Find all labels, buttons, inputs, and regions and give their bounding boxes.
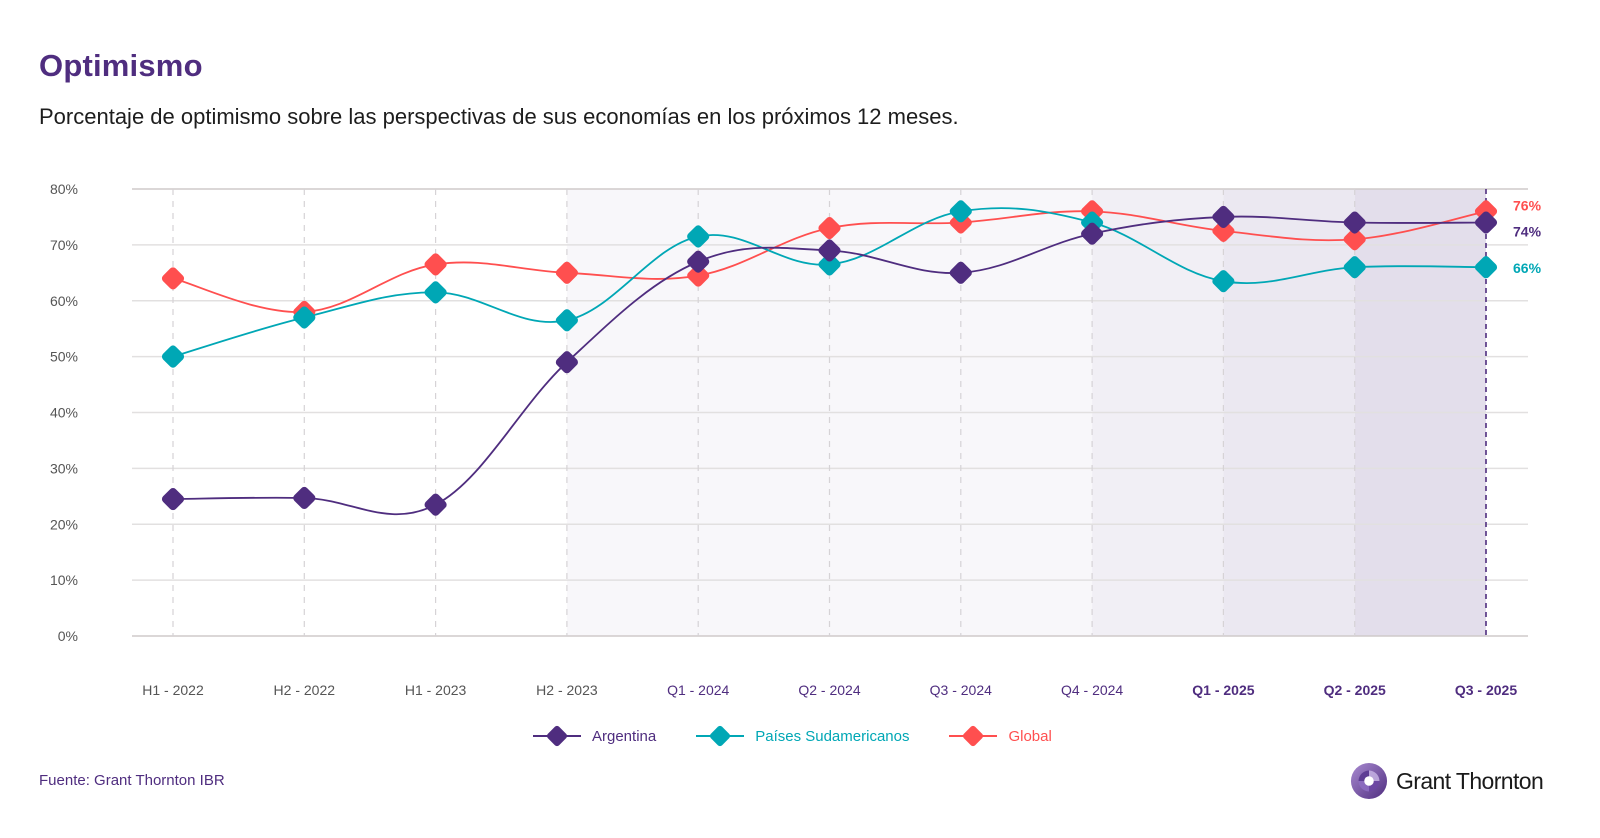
x-tick-label: H1 - 2023 [405, 682, 467, 698]
chart-subtitle: Porcentaje de optimismo sobre las perspe… [39, 104, 959, 129]
legend-swatch-paises [696, 724, 745, 748]
end-value-label: 76% [1513, 197, 1542, 213]
data-point [161, 267, 185, 290]
grant-thornton-logo: Grant Thornton [1350, 762, 1544, 800]
x-tick-label: H2 - 2022 [274, 682, 336, 698]
x-tick-label: Q2 - 2025 [1324, 682, 1386, 698]
series-markers [161, 200, 1498, 516]
chart-title: Optimismo [39, 48, 203, 83]
end-value-label: 74% [1513, 224, 1542, 240]
data-point [818, 217, 841, 240]
x-tick-label: Q2 - 2024 [798, 682, 860, 698]
legend-label: Argentina [592, 727, 657, 745]
x-tick-label: Q1 - 2025 [1192, 682, 1254, 698]
data-point [161, 488, 185, 511]
legend-label: Países Sudamericanos [755, 727, 910, 745]
x-tick-label: Q4 - 2024 [1061, 682, 1123, 698]
y-tick-label: 20% [50, 516, 78, 532]
source-note: Fuente: Grant Thornton IBR [39, 772, 225, 789]
y-tick-label: 40% [50, 405, 78, 421]
y-axis: 0% 10% 20% 30% 40% 50% 60% 70% 80% [50, 181, 78, 644]
data-point [1081, 222, 1104, 245]
data-point [1212, 205, 1235, 229]
x-tick-label: Q3 - 2025 [1455, 682, 1517, 698]
data-point [1474, 211, 1498, 234]
data-point [1212, 270, 1235, 293]
x-tick-label: Q3 - 2024 [930, 682, 992, 698]
legend-label: Global [1008, 727, 1052, 745]
y-tick-label: 70% [50, 237, 78, 253]
legend-item-argentina[interactable]: Argentina [533, 724, 656, 748]
data-point [687, 225, 710, 248]
data-point [555, 309, 578, 332]
data-point [424, 281, 447, 304]
legend: Argentina Países Sudamericanos Global [533, 724, 1092, 748]
data-point [555, 261, 578, 284]
data-point [161, 345, 185, 368]
data-point [949, 200, 972, 223]
end-labels: 76% 74% 66% [1513, 197, 1542, 276]
legend-item-global[interactable]: Global [949, 724, 1052, 748]
logo-text: Grant Thornton [1396, 767, 1544, 794]
legend-swatch-argentina [533, 724, 581, 748]
data-point [555, 351, 578, 374]
data-point [1212, 219, 1235, 242]
end-value-label: 66% [1513, 260, 1542, 276]
y-tick-label: 50% [50, 349, 78, 365]
y-tick-label: 30% [50, 460, 78, 476]
x-tick-label: H1 - 2022 [142, 682, 204, 698]
data-point [818, 239, 841, 262]
data-point [687, 250, 710, 273]
data-point [949, 261, 972, 284]
data-point [1343, 256, 1366, 279]
data-point [424, 493, 447, 516]
grant-thornton-logo-icon [1350, 762, 1388, 800]
data-point [293, 486, 316, 510]
y-tick-label: 0% [58, 628, 78, 644]
x-tick-label: H2 - 2023 [536, 682, 598, 698]
legend-item-paises-sudamericanos[interactable]: Países Sudamericanos [696, 724, 909, 748]
y-tick-label: 80% [50, 181, 78, 197]
x-tick-label: Q1 - 2024 [667, 682, 729, 698]
data-point [818, 253, 841, 276]
data-point [1343, 211, 1366, 234]
data-point [1343, 228, 1366, 251]
data-point [687, 264, 710, 287]
x-axis: H1 - 2022 H2 - 2022 H1 - 2023 H2 - 2023 Q1 -… [142, 682, 1517, 698]
data-point [1474, 256, 1498, 279]
data-point [293, 306, 316, 329]
legend-swatch-global [949, 724, 998, 748]
y-tick-label: 10% [50, 572, 78, 588]
series-line-argentina [172, 215, 1487, 516]
y-tick-label: 60% [50, 293, 78, 309]
data-point [424, 253, 447, 276]
